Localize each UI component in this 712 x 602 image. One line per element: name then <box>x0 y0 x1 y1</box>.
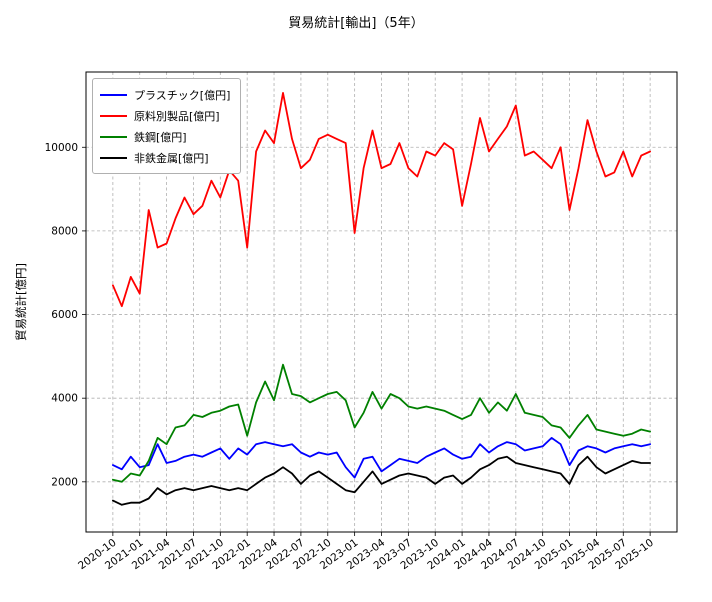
y-tick-label: 2000 <box>51 476 78 488</box>
y-axis-label: 貿易統計[億円] <box>14 263 28 341</box>
legend-line-swatch <box>100 93 127 96</box>
legend-line-swatch <box>100 114 127 117</box>
legend-label: 原料別製品[億円] <box>134 109 220 123</box>
y-tick-label: 4000 <box>51 393 78 405</box>
legend-item-steel: 鉄鋼[億円] <box>100 126 230 147</box>
legend: プラスチック[億円] 原料別製品[億円] 鉄鋼[億円] 非鉄金属[億円] <box>92 78 242 174</box>
y-tick-label: 10000 <box>45 142 78 154</box>
series-line-plastic <box>112 436 651 479</box>
series-line-raw-material-products <box>112 92 651 308</box>
legend-label: プラスチック[億円] <box>134 88 231 102</box>
legend-item-nonferrous-metals: 非鉄金属[億円] <box>100 147 230 168</box>
legend-line-swatch <box>100 156 127 159</box>
legend-item-raw-material-products: 原料別製品[億円] <box>100 105 230 126</box>
y-tick-label: 8000 <box>51 225 78 237</box>
y-tick-label: 6000 <box>51 309 78 321</box>
legend-label: 非鉄金属[億円] <box>134 151 209 165</box>
chart-title: 貿易統計[輸出]（5年） <box>288 16 424 31</box>
series-line-steel <box>112 363 651 483</box>
legend-label: 鉄鋼[億円] <box>134 130 187 144</box>
legend-line-swatch <box>100 135 127 138</box>
series-line-nonferrous-metals <box>112 455 651 506</box>
legend-item-plastic: プラスチック[億円] <box>100 84 230 105</box>
